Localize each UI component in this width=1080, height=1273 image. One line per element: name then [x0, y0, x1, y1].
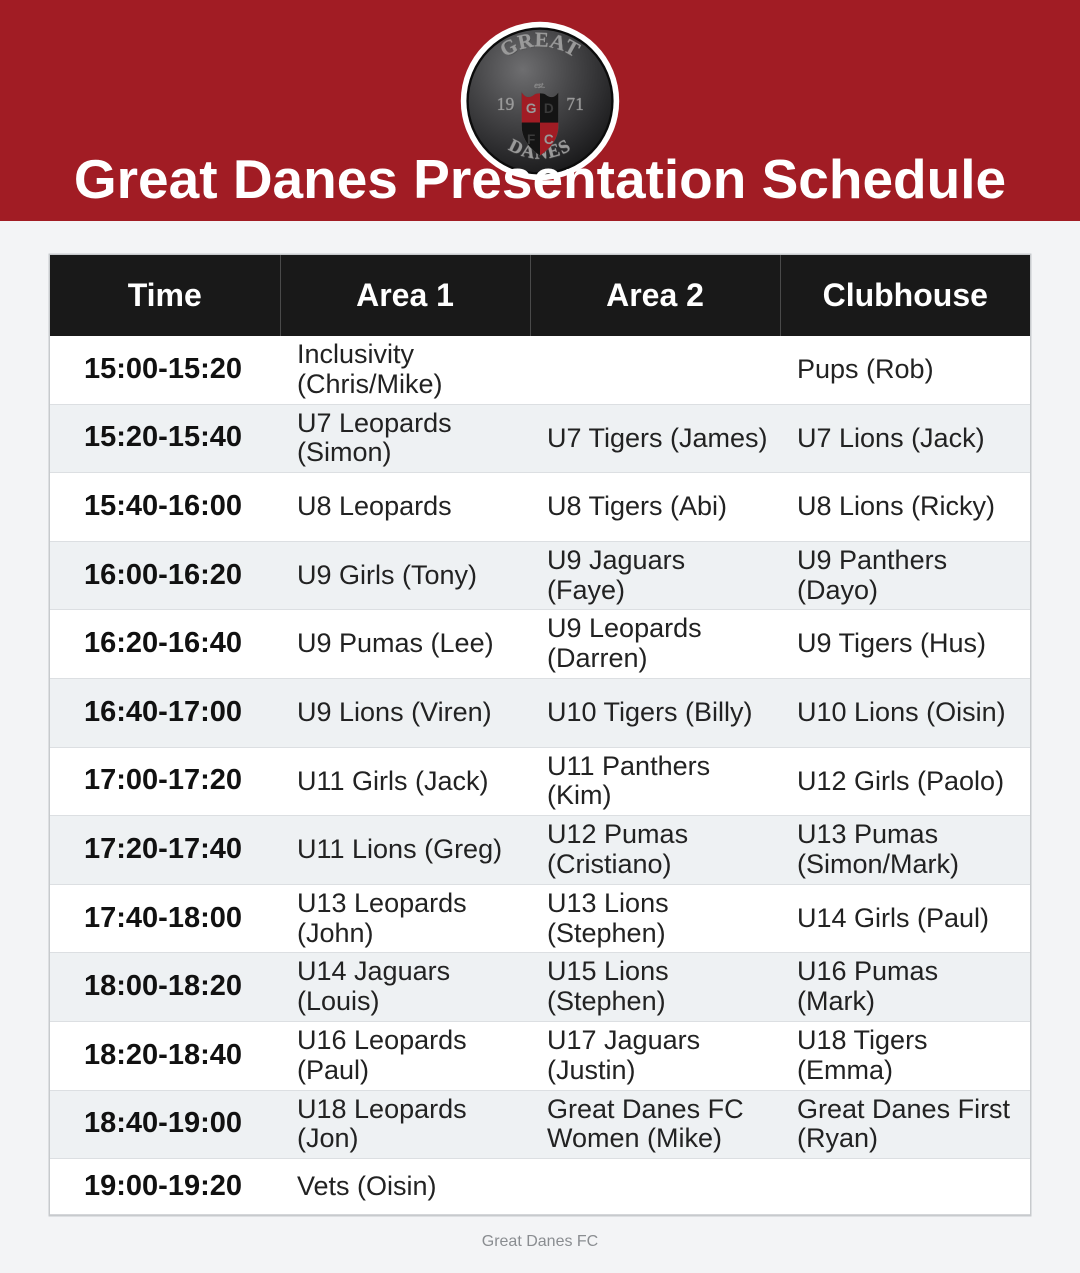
svg-text:D: D	[544, 101, 554, 116]
svg-text:G: G	[526, 101, 537, 116]
svg-text:C: C	[544, 132, 554, 147]
svg-text:19: 19	[497, 94, 515, 114]
svg-text:est.: est.	[535, 81, 546, 90]
svg-text:F: F	[527, 132, 535, 147]
svg-text:71: 71	[566, 94, 584, 114]
